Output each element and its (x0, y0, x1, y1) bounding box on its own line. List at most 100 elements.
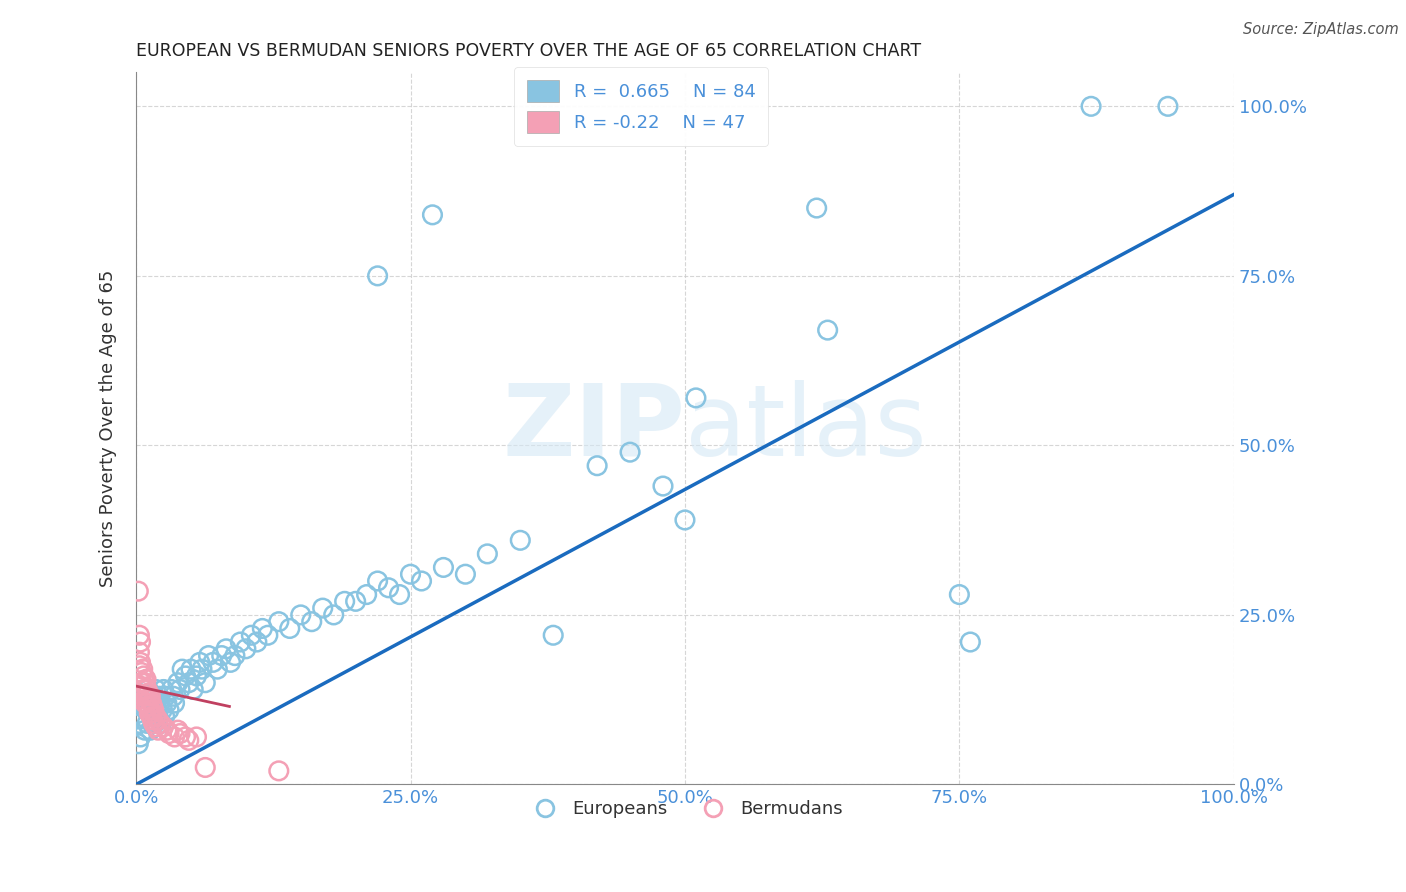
Europeans (240, 628, 263, 642)
Europeans (128, 716, 150, 731)
Europeans (142, 696, 165, 710)
Bermudans (146, 713, 169, 727)
Bermudans (169, 726, 191, 740)
Bermudans (142, 716, 165, 731)
Europeans (388, 588, 411, 602)
Europeans (229, 635, 252, 649)
Europeans (139, 723, 162, 738)
Europeans (138, 703, 160, 717)
Europeans (131, 709, 153, 723)
Bermudans (129, 679, 152, 693)
Europeans (174, 669, 197, 683)
Europeans (146, 709, 169, 723)
Europeans (152, 703, 174, 717)
Europeans (160, 682, 183, 697)
Europeans (235, 641, 257, 656)
Bermudans (131, 665, 153, 680)
Bermudans (136, 699, 159, 714)
Bermudans (186, 730, 208, 744)
Europeans (367, 268, 389, 283)
Europeans (806, 201, 828, 215)
Europeans (153, 709, 176, 723)
Text: Source: ZipAtlas.com: Source: ZipAtlas.com (1243, 22, 1399, 37)
Europeans (197, 648, 219, 663)
Europeans (132, 690, 155, 704)
Europeans (127, 737, 149, 751)
Bermudans (267, 764, 290, 778)
Europeans (432, 560, 454, 574)
Bermudans (139, 690, 162, 704)
Europeans (191, 662, 214, 676)
Europeans (142, 709, 165, 723)
Europeans (344, 594, 367, 608)
Bermudans (131, 662, 153, 676)
Europeans (399, 567, 422, 582)
Text: ZIP: ZIP (502, 380, 685, 477)
Europeans (152, 682, 174, 697)
Bermudans (136, 686, 159, 700)
Europeans (356, 588, 378, 602)
Europeans (477, 547, 499, 561)
Bermudans (141, 709, 163, 723)
Bermudans (134, 675, 156, 690)
Europeans (509, 533, 531, 548)
Europeans (422, 208, 444, 222)
Bermudans (135, 673, 157, 687)
Europeans (157, 703, 180, 717)
Bermudans (129, 635, 152, 649)
Bermudans (194, 760, 217, 774)
Bermudans (149, 716, 172, 731)
Europeans (148, 690, 170, 704)
Europeans (172, 662, 194, 676)
Europeans (135, 703, 157, 717)
Europeans (959, 635, 981, 649)
Europeans (454, 567, 477, 582)
Europeans (290, 607, 312, 622)
Bermudans (131, 690, 153, 704)
Europeans (146, 703, 169, 717)
Bermudans (131, 675, 153, 690)
Europeans (149, 696, 172, 710)
Europeans (155, 690, 177, 704)
Europeans (333, 594, 356, 608)
Europeans (1080, 99, 1102, 113)
Bermudans (139, 703, 162, 717)
Bermudans (163, 730, 186, 744)
Europeans (136, 682, 159, 697)
Bermudans (132, 682, 155, 697)
Bermudans (145, 709, 167, 723)
Bermudans (142, 699, 165, 714)
Bermudans (129, 656, 152, 670)
Europeans (322, 607, 344, 622)
Europeans (169, 682, 191, 697)
Europeans (246, 635, 269, 649)
Europeans (586, 458, 609, 473)
Europeans (201, 656, 224, 670)
Europeans (163, 696, 186, 710)
Bermudans (174, 730, 197, 744)
Europeans (367, 574, 389, 588)
Bermudans (136, 682, 159, 697)
Europeans (129, 730, 152, 744)
Bermudans (152, 720, 174, 734)
Europeans (224, 648, 246, 663)
Europeans (211, 648, 233, 663)
Bermudans (134, 696, 156, 710)
Europeans (652, 479, 675, 493)
Europeans (166, 675, 188, 690)
Europeans (207, 662, 229, 676)
Europeans (134, 723, 156, 738)
Europeans (817, 323, 839, 337)
Europeans (181, 682, 204, 697)
Europeans (215, 641, 238, 656)
Europeans (301, 615, 323, 629)
Europeans (219, 656, 242, 670)
Europeans (541, 628, 564, 642)
Text: EUROPEAN VS BERMUDAN SENIORS POVERTY OVER THE AGE OF 65 CORRELATION CHART: EUROPEAN VS BERMUDAN SENIORS POVERTY OVE… (136, 42, 921, 60)
Bermudans (156, 723, 179, 738)
Bermudans (132, 669, 155, 683)
Europeans (145, 682, 167, 697)
Europeans (180, 662, 202, 676)
Europeans (156, 696, 179, 710)
Bermudans (177, 733, 200, 747)
